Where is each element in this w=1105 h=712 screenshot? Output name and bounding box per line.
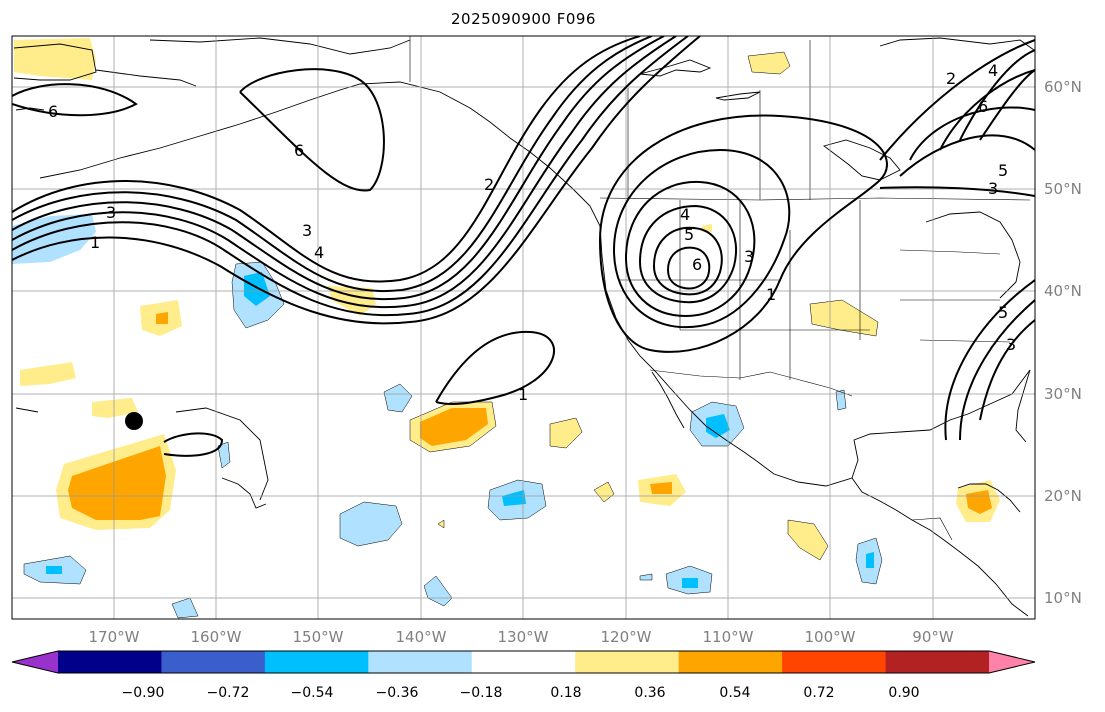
contour-label: 4 <box>314 243 324 262</box>
contour-label: 6 <box>294 141 304 160</box>
contour-label: 1 <box>766 285 776 304</box>
lon-label: 110°W <box>703 628 754 646</box>
colorbar-tick-label: 0.36 <box>634 685 665 701</box>
contour-label: 6 <box>692 255 702 274</box>
colorbar-segment <box>575 651 680 673</box>
colorbar-tick-label: 0.18 <box>550 685 581 701</box>
contour-label: 1 <box>90 233 100 252</box>
colorbar-extend-high <box>989 651 1035 673</box>
lat-label: 40°N <box>1044 282 1082 300</box>
colorbar-segment <box>471 651 576 673</box>
contour-label: 6 <box>48 102 58 121</box>
contour-label: 4 <box>680 205 690 224</box>
colorbar-ticks: −0.90 −0.72 −0.54 −0.36 −0.18 0.18 0.36 … <box>122 685 920 701</box>
contour-label: 1 <box>518 385 528 404</box>
contour-label: 3 <box>744 247 754 266</box>
colorbar-segment <box>782 651 887 673</box>
location-marker <box>125 412 143 430</box>
map-frame <box>11 35 1036 620</box>
lat-label: 10°N <box>1044 589 1082 607</box>
colorbar-tick-label: 0.90 <box>888 685 919 701</box>
contour-label: 3 <box>988 179 998 198</box>
map-title: 2025090900 F096 <box>451 10 596 28</box>
borders <box>409 36 1031 541</box>
lat-label: 50°N <box>1044 180 1082 198</box>
contour-label: 6 <box>978 97 988 116</box>
colorbar-tick-label: −0.90 <box>122 685 165 701</box>
contour-label: 4 <box>988 61 998 80</box>
lon-label: 170°W <box>89 628 140 646</box>
colorbar-tick-label: −0.18 <box>460 685 503 701</box>
colorbar-segment <box>58 651 162 673</box>
lon-label: 140°W <box>396 628 447 646</box>
lat-label: 30°N <box>1044 385 1082 403</box>
contour-label: 3 <box>1006 335 1016 354</box>
colorbar-segment <box>264 651 369 673</box>
colorbar-segment <box>368 651 473 673</box>
lat-axis-labels: 10°N 20°N 30°N 40°N 50°N 60°N <box>1044 78 1082 607</box>
colorbar-segment <box>678 651 783 673</box>
map-area: 6 6 3 1 3 4 2 1 4 5 6 3 1 2 6 5 3 4 5 3 <box>12 36 1035 619</box>
colorbar-segment <box>161 651 266 673</box>
lon-label: 130°W <box>498 628 549 646</box>
lon-label: 100°W <box>805 628 856 646</box>
lat-label: 20°N <box>1044 487 1082 505</box>
contour-lines <box>12 36 1035 457</box>
contour-label: 3 <box>302 221 312 240</box>
contour-label: 5 <box>998 161 1008 180</box>
colorbar-tick-label: 0.54 <box>719 685 750 701</box>
colorbar-tick-label: −0.54 <box>291 685 334 701</box>
lat-label: 60°N <box>1044 78 1082 96</box>
colorbar-tick-label: −0.72 <box>207 685 250 701</box>
lon-label: 160°W <box>191 628 242 646</box>
contour-labels: 6 6 3 1 3 4 2 1 4 5 6 3 1 2 6 5 3 4 5 3 <box>48 61 1016 404</box>
colorbar <box>11 650 1036 674</box>
colorbar-outline <box>11 650 1036 674</box>
colorbar-extend-low <box>12 651 58 673</box>
contour-label: 2 <box>484 175 494 194</box>
contour-label: 5 <box>684 225 694 244</box>
lon-label: 90°W <box>912 628 954 646</box>
colorbar-tick-label: 0.72 <box>803 685 834 701</box>
colorbar-tick-label: −0.36 <box>376 685 419 701</box>
shaded-fields <box>12 38 1000 619</box>
contour-label: 3 <box>106 203 116 222</box>
colorbar-segment <box>885 651 990 673</box>
lon-axis-labels: 170°W 160°W 150°W 140°W 130°W 120°W 110°… <box>89 628 954 646</box>
map-grid <box>12 36 1035 619</box>
contour-label: 2 <box>946 69 956 88</box>
lon-label: 150°W <box>293 628 344 646</box>
contour-label: 5 <box>998 303 1008 322</box>
lon-label: 120°W <box>601 628 652 646</box>
